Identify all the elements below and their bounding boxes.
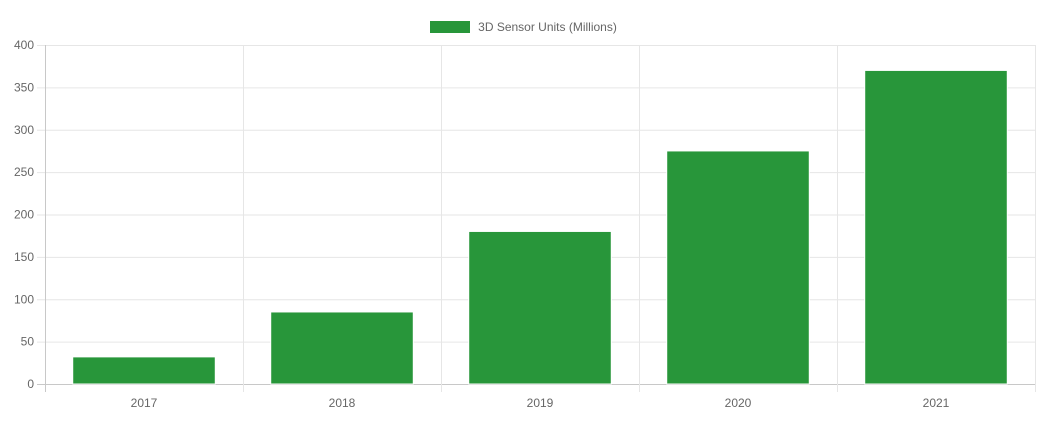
y-tick-label: 250 [14, 165, 34, 179]
bar [666, 150, 810, 385]
legend-label: 3D Sensor Units (Millions) [478, 20, 617, 34]
legend[interactable]: 3D Sensor Units (Millions) [0, 20, 1047, 34]
x-tick-label: 2017 [131, 396, 158, 410]
x-tick-label: 2018 [329, 396, 356, 410]
bar [270, 311, 414, 385]
x-tick-label: 2021 [923, 396, 950, 410]
y-tick-label: 150 [14, 250, 34, 264]
bar [72, 356, 216, 385]
bar [864, 69, 1008, 385]
x-tick-label: 2019 [527, 396, 554, 410]
y-tick-label: 350 [14, 80, 34, 94]
y-tick-label: 200 [14, 208, 34, 222]
y-tick-label: 300 [14, 123, 34, 137]
y-tick-label: 100 [14, 292, 34, 306]
y-tick-label: 50 [21, 335, 35, 349]
y-tick-label: 0 [27, 377, 34, 391]
y-tick-label: 400 [14, 38, 34, 52]
bar [468, 230, 612, 385]
legend-swatch [430, 21, 471, 33]
x-tick-label: 2020 [725, 396, 752, 410]
